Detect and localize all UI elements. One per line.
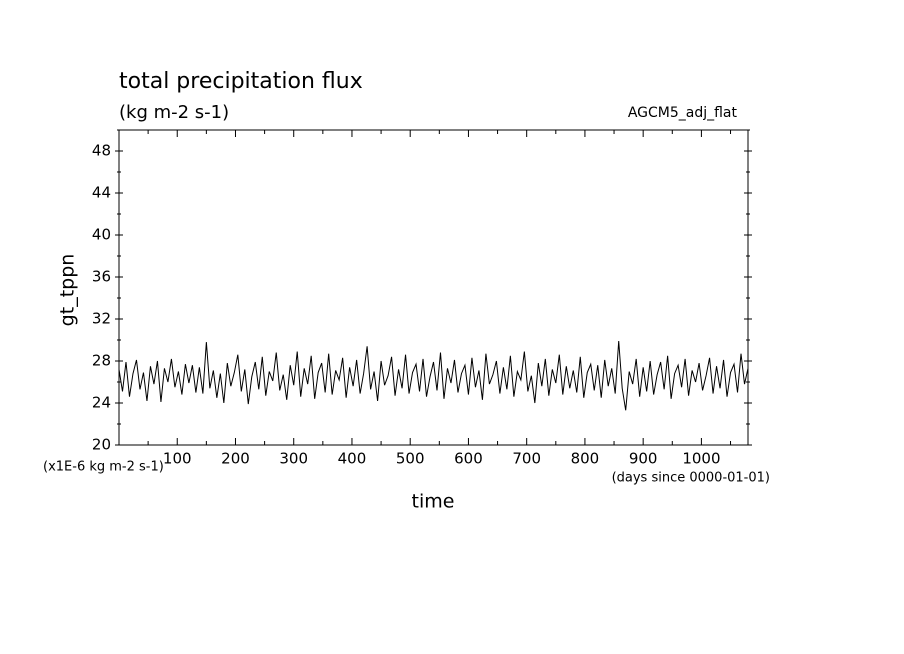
y-unit: (x1E-6 kg m-2 s-1): [43, 460, 164, 475]
y-tick-label: 40: [92, 226, 111, 244]
x-tick-label: 500: [396, 450, 425, 468]
x-tick-label: 200: [221, 450, 250, 468]
x-tick-label: 1000: [682, 450, 720, 468]
annotation: AGCM5_adj_flat: [628, 105, 738, 121]
x-tick-label: 100: [163, 450, 192, 468]
y-tick-label: 24: [92, 394, 111, 412]
x-tick-label: 800: [571, 450, 600, 468]
chart-subtitle: (kg m-2 s-1): [119, 102, 229, 123]
x-tick-label: 600: [454, 450, 483, 468]
x-axis-label: time: [412, 491, 455, 513]
y-tick-label: 36: [92, 268, 111, 286]
x-tick-label: 900: [629, 450, 658, 468]
y-tick-label: 44: [92, 184, 111, 202]
chart-title: total precipitation flux: [119, 69, 363, 94]
data-line: [118, 341, 749, 411]
plot-frame: [118, 129, 749, 446]
y-axis-label: gt_tppn: [57, 254, 79, 327]
y-tick-label: 28: [92, 352, 111, 370]
x-tick-label: 700: [512, 450, 541, 468]
y-tick-label: 32: [92, 310, 111, 328]
y-tick-label: 48: [92, 142, 111, 160]
x-tick-label: 300: [279, 450, 308, 468]
x-tick-label: 400: [338, 450, 367, 468]
x-unit: (days since 0000-01-01): [612, 471, 770, 486]
y-tick-label: 20: [92, 436, 111, 454]
